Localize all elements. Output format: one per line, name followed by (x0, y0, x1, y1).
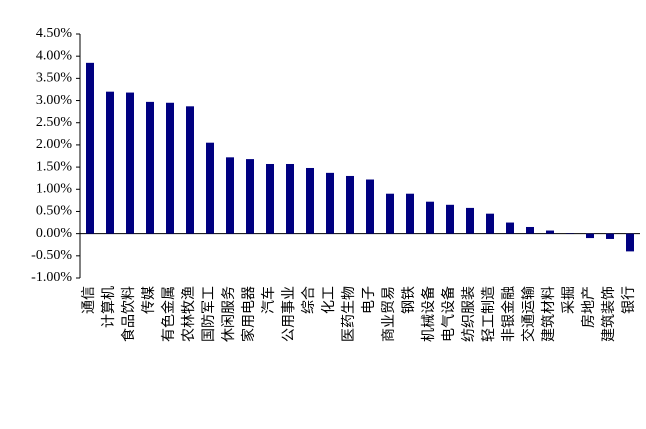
x-tick-label: 休闲服务 (221, 286, 237, 342)
bar (606, 234, 614, 239)
x-tick-label: 家用电器 (240, 286, 257, 342)
x-tick-label: 化工 (321, 286, 337, 314)
bar (546, 231, 554, 234)
bar (386, 194, 394, 234)
x-tick-label: 房地产 (581, 286, 597, 328)
x-tick-label: 传媒 (141, 286, 157, 314)
bar (286, 164, 294, 234)
x-tick-label: 公用事业 (281, 286, 297, 342)
x-tick-label: 商业贸易 (381, 286, 397, 342)
x-tick-label: 电气设备 (440, 286, 457, 342)
x-tick-label: 纺织服装 (461, 286, 477, 342)
bar (506, 223, 514, 234)
x-tick-label: 建筑装饰 (601, 286, 617, 342)
y-tick-label: -1.00% (31, 270, 72, 285)
x-tick-label: 食品饮料 (120, 286, 137, 342)
x-tick-label: 银行 (621, 286, 637, 314)
y-tick-label: 0.50% (36, 204, 73, 219)
y-tick-label: -0.50% (31, 248, 72, 263)
x-tick-label: 机械设备 (420, 286, 437, 342)
y-tick-label: 4.50% (36, 26, 73, 41)
x-tick-label: 计算机 (101, 286, 117, 328)
bar (466, 208, 474, 234)
bar (226, 157, 234, 233)
bar (626, 234, 634, 252)
bar (586, 234, 594, 238)
bar (526, 227, 534, 234)
x-tick-label: 国防军工 (201, 286, 217, 342)
bar (86, 63, 94, 234)
x-tick-label: 医药生物 (341, 286, 357, 342)
bar (406, 194, 414, 234)
bar (306, 168, 314, 234)
y-tick-label: 1.00% (36, 181, 73, 196)
bar (426, 202, 434, 234)
y-tick-label: 0.00% (36, 226, 73, 241)
x-tick-label: 建筑材料 (541, 286, 557, 342)
bar (446, 205, 454, 234)
bar (126, 93, 134, 234)
x-tick-label: 通信 (81, 286, 97, 314)
x-tick-label: 汽车 (260, 286, 277, 314)
x-tick-label: 有色金属 (160, 286, 177, 342)
bar (186, 106, 194, 233)
y-tick-label: 3.50% (36, 71, 73, 86)
y-tick-label: 2.50% (36, 115, 73, 130)
x-tick-label: 钢铁 (401, 286, 417, 314)
x-tick-label: 交通运输 (520, 286, 537, 342)
bar (106, 92, 114, 234)
bar (246, 159, 254, 234)
bar (146, 102, 154, 234)
y-tick-label: 2.00% (36, 137, 73, 152)
x-tick-label: 电子 (361, 286, 377, 314)
x-tick-label: 非银金融 (501, 286, 517, 342)
y-tick-label: 4.00% (36, 48, 73, 63)
bar (486, 214, 494, 234)
x-tick-label: 轻工制造 (481, 286, 497, 342)
y-tick-label: 3.00% (36, 93, 73, 108)
bar (366, 180, 374, 234)
bar (346, 176, 354, 234)
bar (266, 164, 274, 234)
x-tick-label: 采掘 (561, 286, 577, 314)
bar (326, 173, 334, 234)
bar (166, 103, 174, 234)
x-tick-label: 农林牧渔 (181, 286, 197, 342)
bar (206, 143, 214, 234)
y-tick-label: 1.50% (36, 159, 73, 174)
x-tick-label: 综合 (301, 286, 317, 314)
